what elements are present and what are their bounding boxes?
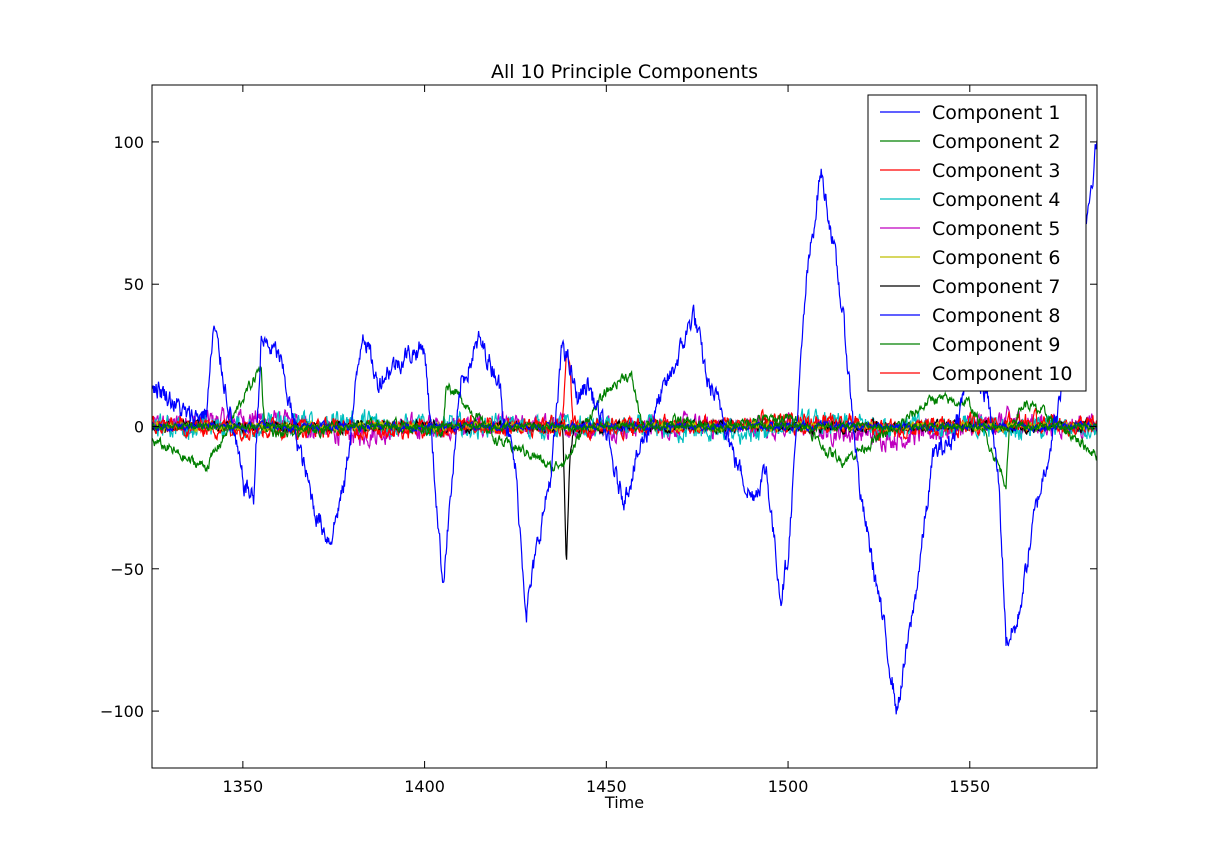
y-tick-label: −100: [100, 702, 144, 721]
chart-title: All 10 Principle Components: [491, 61, 758, 83]
legend-label-3: Component 3: [932, 160, 1060, 182]
series-line-9: [152, 419, 1097, 434]
y-tick-label: 50: [124, 275, 144, 294]
legend-label-9: Component 9: [932, 334, 1060, 356]
x-tick-label: 1550: [949, 777, 990, 796]
legend-label-5: Component 5: [932, 218, 1060, 240]
y-tick-label: −50: [110, 560, 144, 579]
legend-label-6: Component 6: [932, 247, 1060, 269]
legend: Component 1 Component 2 Component 3 Compone…: [867, 94, 1087, 392]
legend-box: [867, 94, 1087, 392]
legend-label-7: Component 7: [932, 276, 1060, 298]
tick-layer: 1350 1400 1450 1500 1550 −100 −50 0 50 100: [100, 85, 1097, 796]
series-line-2: [152, 365, 1097, 490]
legend-label-1: Component 1: [932, 102, 1060, 124]
series-layer: [152, 140, 1097, 715]
x-tick-label: 1500: [768, 777, 809, 796]
x-tick-label: 1400: [404, 777, 445, 796]
x-tick-label: 1350: [223, 777, 264, 796]
legend-label-4: Component 4: [932, 189, 1060, 211]
series-line-1: [152, 140, 1097, 715]
legend-label-10: Component 10: [932, 363, 1073, 385]
y-tick-label: 0: [134, 418, 144, 437]
y-tick-label: 100: [113, 133, 144, 152]
x-axis-label: Time: [604, 793, 644, 812]
x-tick-label: 1450: [586, 777, 627, 796]
legend-label-8: Component 8: [932, 305, 1060, 327]
legend-label-2: Component 2: [932, 131, 1060, 153]
